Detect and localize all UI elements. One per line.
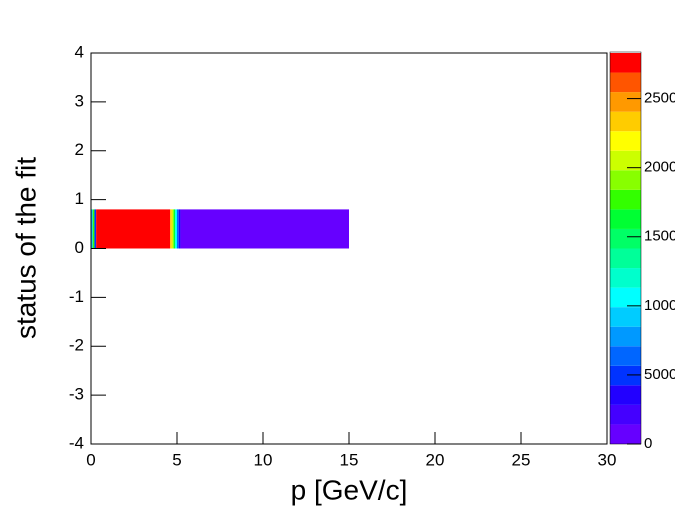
x-tick-label: 0: [86, 450, 95, 469]
heatmap-cell: [92, 209, 95, 249]
x-tick-label: 25: [512, 450, 531, 469]
y-tick-label: 2: [75, 140, 84, 159]
x-tick-label: 5: [172, 450, 181, 469]
palette-swatch: [610, 385, 641, 405]
x-tick-label: 20: [426, 450, 445, 469]
y-tick-label: 1: [75, 189, 84, 208]
palette-swatch: [610, 131, 641, 151]
x-axis-label: p [GeV/c]: [291, 474, 408, 505]
palette-frame: [609, 51, 642, 445]
palette-swatch: [610, 424, 641, 444]
heatmap-cell: [178, 209, 181, 249]
y-tick-label: 3: [75, 91, 84, 110]
palette-swatch: [610, 53, 641, 73]
palette-swatch: [610, 111, 641, 132]
z-tick-label: 0: [644, 435, 652, 452]
palette-swatch: [610, 326, 641, 347]
palette-swatch: [610, 365, 641, 386]
heatmap-cell: [171, 209, 174, 249]
palette-swatch: [610, 209, 641, 229]
x-tick-label: 30: [598, 450, 617, 469]
palette-swatch: [610, 189, 641, 210]
y-tick-label: -3: [69, 385, 84, 404]
heatmap-cell: [173, 209, 176, 249]
z-tick-label: 20000: [644, 159, 675, 176]
x-tick-label: 10: [254, 450, 273, 469]
palette-swatch: [610, 248, 641, 269]
y-tick-label: -4: [69, 433, 84, 452]
z-tick-label: 15000: [644, 228, 675, 245]
palette-swatch: [610, 404, 641, 425]
y-tick-label: 0: [75, 238, 84, 257]
palette-swatch: [610, 287, 641, 308]
heatmap-cell: [96, 209, 171, 249]
heatmap-cell: [175, 209, 177, 249]
y-tick-label: 4: [75, 42, 84, 61]
x-tick-label: 15: [340, 450, 359, 469]
y-tick-label: -2: [69, 336, 84, 355]
palette-swatch: [610, 228, 641, 249]
palette-swatch: [610, 92, 641, 112]
heatmap-cell: [170, 209, 172, 249]
palette-swatch: [610, 170, 641, 190]
y-axis-label: status of the fit: [10, 157, 41, 339]
palette-swatch: [610, 346, 641, 366]
z-tick-label: 10000: [644, 297, 675, 314]
heatmap-cell: [180, 209, 349, 249]
y-tick-label: -1: [69, 287, 84, 306]
heatmap-cell: [94, 209, 97, 249]
z-tick-label: 25000: [644, 90, 675, 107]
z-tick-label: 5000: [644, 366, 675, 383]
heatmap-cell: [91, 209, 93, 249]
palette-swatch: [610, 307, 641, 327]
heatmap-cell: [177, 209, 179, 249]
palette-swatch: [610, 268, 641, 288]
palette-swatch: [610, 72, 641, 93]
palette-swatch: [610, 150, 641, 171]
